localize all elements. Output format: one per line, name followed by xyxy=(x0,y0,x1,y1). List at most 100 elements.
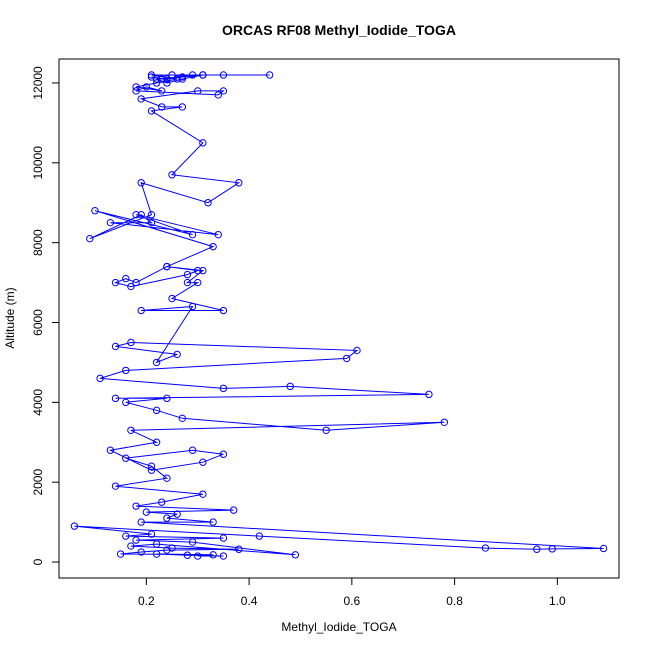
data-point xyxy=(132,502,140,510)
data-point xyxy=(188,71,197,79)
data-point xyxy=(188,538,197,546)
data-point xyxy=(147,466,156,474)
data-point xyxy=(91,207,99,215)
plot-frame xyxy=(58,58,620,579)
data-point xyxy=(481,544,490,552)
data-point xyxy=(548,545,556,553)
data-point xyxy=(178,75,187,83)
x-tick-label: 0.2 xyxy=(138,594,155,608)
data-point xyxy=(194,278,202,287)
data-point xyxy=(147,211,156,219)
data-point xyxy=(142,83,151,91)
data-point xyxy=(111,394,120,403)
data-point xyxy=(163,79,171,87)
data-point xyxy=(137,211,145,219)
data-point xyxy=(209,551,217,559)
data-point xyxy=(194,87,202,95)
data-point xyxy=(173,350,181,359)
y-tick-label: 8000 xyxy=(31,229,45,256)
data-point xyxy=(353,346,361,355)
data-point xyxy=(209,242,217,251)
data-point xyxy=(214,230,222,239)
data-point xyxy=(137,95,145,103)
data-point xyxy=(219,534,228,542)
data-point xyxy=(163,262,171,271)
data-point xyxy=(204,199,212,207)
data-point xyxy=(229,506,238,514)
data-point xyxy=(173,510,181,518)
data-point xyxy=(183,278,192,287)
data-point xyxy=(152,358,161,367)
data-point xyxy=(132,211,140,219)
data-point xyxy=(96,374,104,383)
data-point xyxy=(199,458,207,466)
data-point xyxy=(70,522,79,530)
data-point xyxy=(178,103,187,111)
data-point xyxy=(199,71,207,79)
data-point xyxy=(235,179,243,187)
data-point xyxy=(132,536,140,544)
data-point xyxy=(188,302,197,311)
data-point xyxy=(286,382,294,391)
data-point xyxy=(152,406,161,415)
x-tick-label: 0.4 xyxy=(241,594,258,608)
data-point xyxy=(322,426,330,434)
data-point xyxy=(147,462,156,470)
y-tick-label: 2000 xyxy=(31,469,45,496)
y-tick-label: 12000 xyxy=(31,66,45,100)
data-point xyxy=(163,514,171,522)
data-point xyxy=(219,552,228,560)
x-tick-label: 1.0 xyxy=(549,594,566,608)
chart-title: ORCAS RF08 Methyl_Iodide_TOGA xyxy=(222,22,456,38)
data-point xyxy=(137,548,145,556)
data-point xyxy=(199,139,207,147)
data-point xyxy=(127,542,135,550)
data-point xyxy=(147,71,156,79)
data-point xyxy=(152,550,161,558)
data-point xyxy=(194,552,202,560)
data-point xyxy=(168,171,176,179)
data-point xyxy=(106,218,115,227)
data-point xyxy=(425,390,433,399)
data-point xyxy=(122,398,130,407)
data-point xyxy=(86,234,94,243)
data-point xyxy=(122,366,130,375)
data-point xyxy=(219,87,228,95)
data-point xyxy=(188,446,197,454)
data-point xyxy=(235,545,243,553)
data-point xyxy=(132,87,140,95)
data-point xyxy=(173,75,181,83)
data-point xyxy=(147,530,156,538)
data-point xyxy=(168,294,176,303)
data-point xyxy=(163,394,171,403)
data-point xyxy=(152,540,161,548)
data-point xyxy=(168,71,176,79)
data-series xyxy=(70,71,608,560)
data-point xyxy=(265,71,274,79)
data-point xyxy=(255,532,264,540)
data-point xyxy=(132,278,140,287)
data-point xyxy=(122,532,130,540)
data-point xyxy=(152,75,161,83)
data-point xyxy=(291,551,300,559)
data-point xyxy=(188,230,197,239)
data-point xyxy=(158,87,166,95)
data-point xyxy=(111,278,120,287)
y-tick-label: 0 xyxy=(31,558,45,565)
data-point xyxy=(152,438,161,446)
data-point xyxy=(219,384,228,393)
data-point xyxy=(599,544,608,553)
data-point xyxy=(147,73,156,81)
data-point xyxy=(111,342,120,351)
x-axis: 0.2 0.4 0.6 0.8 1.0 xyxy=(138,577,566,608)
x-axis-label: Methyl_Iodide_TOGA xyxy=(281,620,396,634)
data-point xyxy=(219,71,228,79)
data-point xyxy=(147,107,156,115)
data-point xyxy=(158,103,166,111)
y-axis: 0 2000 4000 6000 8000 10000 12000 xyxy=(31,66,60,565)
y-tick-label: 10000 xyxy=(31,146,45,180)
data-point xyxy=(127,282,135,291)
data-point xyxy=(142,508,151,516)
x-tick-label: 0.8 xyxy=(446,594,463,608)
y-tick-label: 6000 xyxy=(31,309,45,336)
